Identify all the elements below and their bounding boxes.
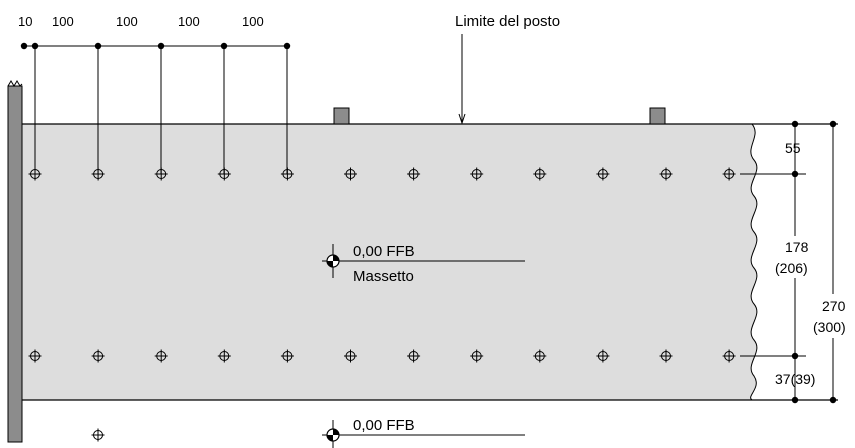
dim-270-alt-label: (300) [813, 319, 846, 335]
anchor-symbol [344, 167, 357, 181]
anchor-symbol [407, 349, 421, 363]
anchor-symbol [533, 349, 547, 363]
post-left [333, 107, 350, 125]
anchor-symbol [407, 167, 421, 181]
top-dim-dot [283, 42, 291, 50]
anchor-symbol [91, 349, 105, 363]
anchor-symbol [659, 349, 673, 363]
anchor-symbol [659, 167, 673, 181]
anchor-symbol [217, 167, 231, 181]
level-value-1: 0,00 FFB [353, 243, 415, 260]
top-dim-label: 10 [18, 14, 32, 29]
anchor-symbol [91, 167, 105, 181]
right-dim-dot [791, 352, 799, 360]
anchor-symbol [217, 349, 231, 363]
anchor-symbol [280, 167, 294, 181]
dim-178-alt-label: (206) [775, 260, 808, 276]
break-line [750, 123, 758, 401]
level-marker-1 [322, 244, 525, 278]
anchor-symbol [154, 349, 168, 363]
top-dim-label: 100 [242, 14, 264, 29]
anchor-symbol [28, 349, 42, 363]
wall [7, 80, 23, 443]
dim-37-label: 37(39) [775, 371, 815, 387]
anchor-symbol [91, 428, 105, 442]
right-dim-dot [791, 120, 799, 128]
anchor-symbol [596, 349, 610, 363]
top-dim-dot [94, 42, 102, 50]
anchor-symbol [533, 167, 547, 181]
anchor-symbol [344, 349, 357, 363]
right-dim-dot [791, 396, 799, 404]
anchor-symbol [470, 167, 484, 181]
anchor-symbol [28, 167, 42, 181]
right-dim-dot [791, 170, 799, 178]
anchor-symbol [280, 349, 294, 363]
top-dim-label: 100 [52, 14, 74, 29]
anchor-group [28, 167, 736, 442]
anchor-symbol [596, 167, 610, 181]
limit-label: Limite del posto [455, 13, 560, 30]
anchor-symbol [722, 167, 736, 181]
anchor-symbol [722, 349, 736, 363]
top-dim-dot [220, 42, 228, 50]
level-value-2: 0,00 FFB [353, 417, 415, 434]
anchor-symbol [154, 167, 168, 181]
level-caption-1: Massetto [353, 268, 414, 285]
anchor-symbol [470, 349, 484, 363]
right-dim-dot [829, 396, 837, 404]
dim-270-label: 270 [822, 298, 846, 314]
post-right [649, 107, 666, 125]
top-dim-label: 100 [178, 14, 200, 29]
top-dim-dot [20, 42, 28, 50]
limit-pointer [458, 34, 466, 125]
dim-55-label: 55 [785, 140, 801, 156]
top-dim-dot [31, 42, 39, 50]
top-dimension-chain [20, 42, 291, 174]
level-marker-2 [322, 420, 525, 448]
top-dim-label: 100 [116, 14, 138, 29]
dim-178-label: 178 [785, 239, 809, 255]
slab-area [22, 124, 757, 400]
top-dim-dot [157, 42, 165, 50]
right-dim-dot [829, 120, 837, 128]
